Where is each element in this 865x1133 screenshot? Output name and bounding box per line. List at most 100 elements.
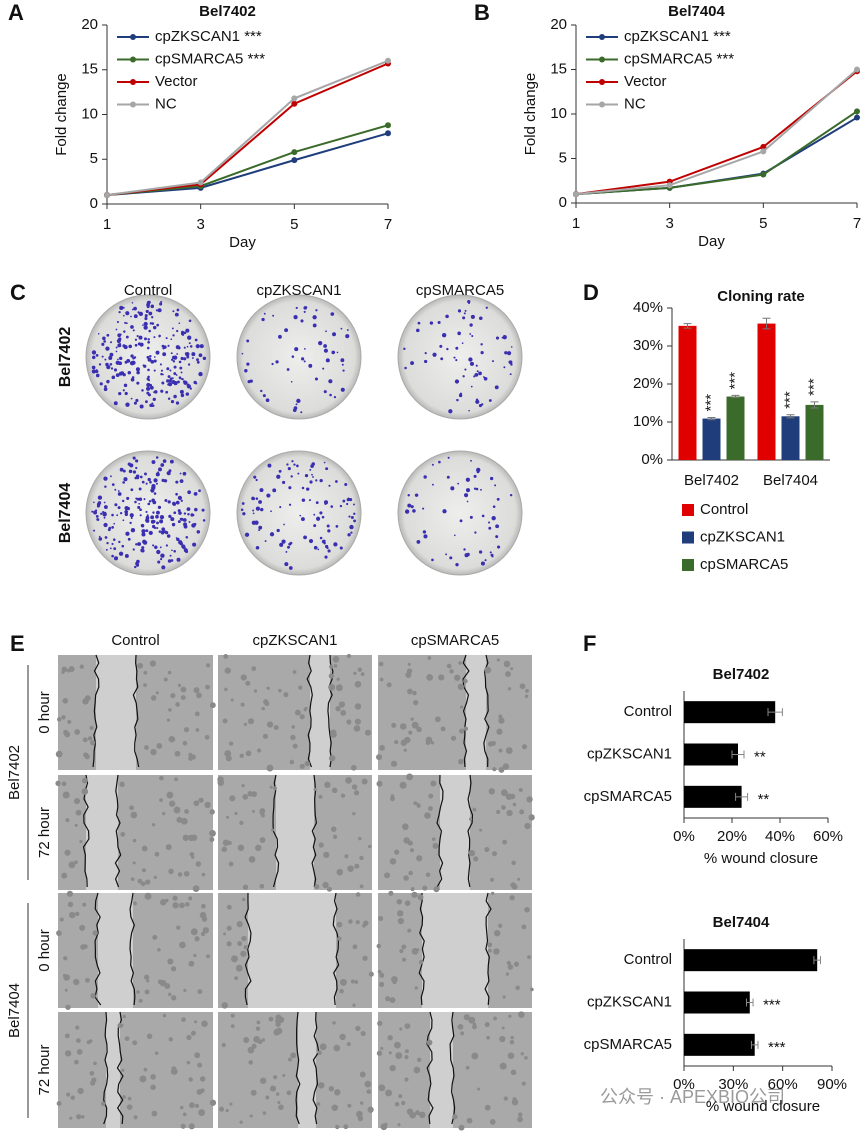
cell xyxy=(333,1044,341,1052)
cell xyxy=(234,976,239,981)
colony xyxy=(312,315,317,320)
cell xyxy=(385,996,391,1002)
cell xyxy=(499,1035,506,1043)
cell xyxy=(180,1123,186,1129)
colony xyxy=(134,500,137,504)
colony xyxy=(313,513,316,516)
cell xyxy=(144,745,149,750)
cell xyxy=(257,748,262,753)
colony xyxy=(139,342,144,347)
colony xyxy=(329,393,332,397)
cell xyxy=(209,809,215,815)
colony xyxy=(315,479,318,482)
series-line xyxy=(575,110,858,196)
colony xyxy=(173,372,177,375)
colony xyxy=(104,358,107,361)
category-label: cpSMARCA5 xyxy=(584,788,672,805)
error-bar xyxy=(735,792,749,801)
colony xyxy=(111,542,114,546)
colony xyxy=(297,472,300,475)
colony xyxy=(150,386,154,390)
colony xyxy=(253,475,257,479)
cell xyxy=(379,744,386,751)
colony xyxy=(188,319,192,323)
micrograph xyxy=(58,893,213,1008)
cell xyxy=(413,801,418,806)
cell xyxy=(61,715,66,720)
significance: ** xyxy=(758,791,770,808)
cell xyxy=(73,798,81,805)
colony xyxy=(141,532,146,537)
cell xyxy=(183,871,190,877)
cell xyxy=(328,683,336,691)
colony xyxy=(169,554,172,557)
colony xyxy=(289,541,293,545)
cell xyxy=(388,1051,392,1055)
legend-marker xyxy=(130,34,136,40)
error-bar xyxy=(683,323,692,329)
cell xyxy=(89,1071,95,1076)
cell xyxy=(61,666,68,673)
colony xyxy=(151,460,156,464)
colony xyxy=(169,369,172,372)
cell xyxy=(354,980,359,984)
cell xyxy=(492,766,497,772)
colony xyxy=(125,335,129,339)
colony xyxy=(328,379,333,384)
cell xyxy=(346,719,352,725)
colony xyxy=(350,516,354,520)
error-bar xyxy=(767,708,783,717)
cell xyxy=(503,660,511,668)
colony xyxy=(138,502,140,505)
cell xyxy=(524,822,531,830)
cell xyxy=(428,793,434,799)
cell xyxy=(146,1033,153,1039)
significance: *** xyxy=(726,372,743,390)
colony xyxy=(489,476,494,481)
colony xyxy=(333,542,338,547)
point xyxy=(385,130,391,137)
x-tick-label: 60% xyxy=(813,828,843,845)
legend-marker xyxy=(599,34,605,40)
colony xyxy=(404,366,407,370)
cell xyxy=(337,936,342,941)
cell xyxy=(256,1020,261,1025)
cell xyxy=(446,663,452,669)
cell xyxy=(494,929,501,937)
colony xyxy=(156,323,160,327)
colony xyxy=(132,357,135,360)
colony xyxy=(202,519,206,522)
point xyxy=(760,148,767,155)
colony xyxy=(296,398,301,404)
colony xyxy=(110,475,112,478)
colony xyxy=(93,510,98,515)
colony xyxy=(319,479,323,483)
cell xyxy=(331,1104,339,1112)
colony xyxy=(346,329,349,331)
cell xyxy=(228,861,234,867)
colony xyxy=(198,353,203,358)
colony xyxy=(95,373,100,378)
colony xyxy=(115,346,118,349)
cell xyxy=(199,911,207,919)
colony xyxy=(130,516,133,519)
colony xyxy=(145,510,148,514)
colony xyxy=(186,355,190,359)
panel-label: A xyxy=(8,0,24,25)
y-tick-label: 0 xyxy=(90,195,98,212)
colony xyxy=(242,512,246,516)
colony xyxy=(160,530,165,535)
cell xyxy=(528,814,535,821)
bar xyxy=(702,418,721,460)
cell xyxy=(239,753,244,758)
cell xyxy=(332,655,340,663)
colony xyxy=(196,530,201,534)
cell xyxy=(224,667,231,674)
colony xyxy=(440,357,444,361)
colony xyxy=(156,510,160,515)
colony xyxy=(167,559,172,563)
colony xyxy=(148,329,151,333)
colony xyxy=(111,526,114,529)
cell xyxy=(170,1068,178,1075)
